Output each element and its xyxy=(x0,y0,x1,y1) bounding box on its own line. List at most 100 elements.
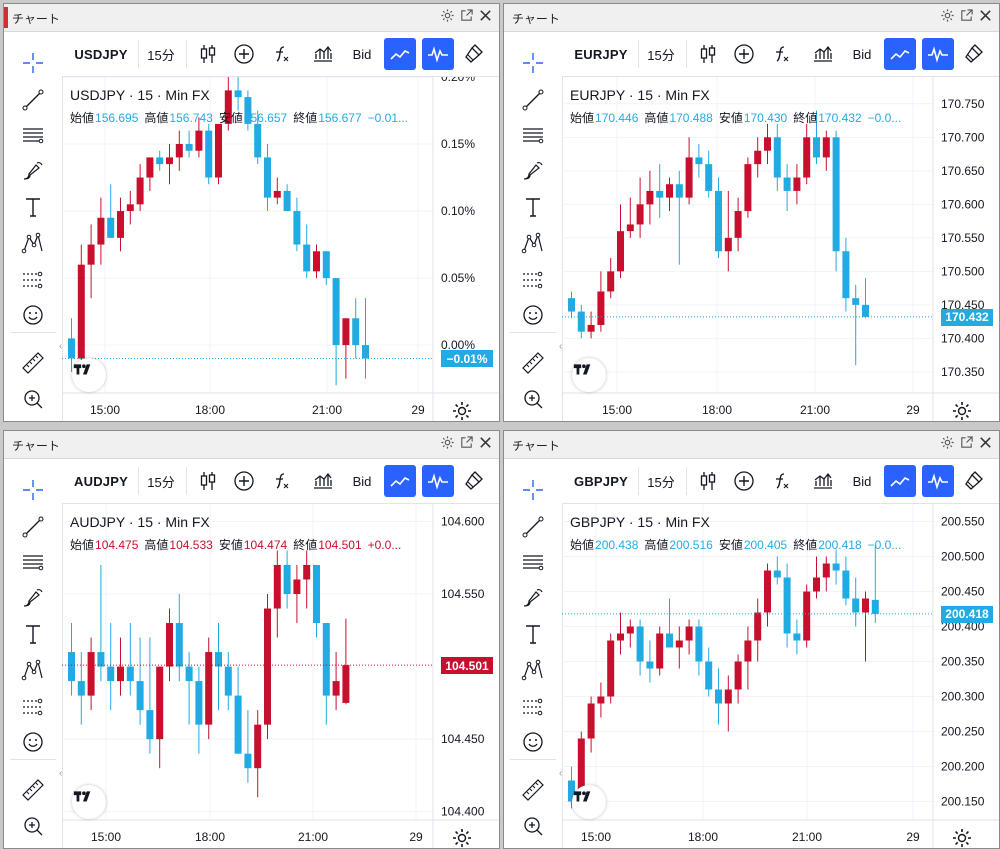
collapse-toolbar-arrow[interactable]: ‹ xyxy=(559,341,563,352)
gear-icon[interactable] xyxy=(440,435,455,452)
price-chart[interactable]: 104.400 104.450 104.550 104.600 15:00 18:00 21… xyxy=(62,504,499,849)
gear-icon[interactable] xyxy=(940,8,955,25)
chart-settings-gear-icon[interactable] xyxy=(950,826,976,848)
ruler-icon[interactable] xyxy=(18,348,48,378)
tradingview-logo[interactable] xyxy=(72,785,106,819)
templates-icon[interactable] xyxy=(307,465,339,497)
emoji-icon[interactable] xyxy=(18,300,48,330)
gear-icon[interactable] xyxy=(940,435,955,452)
ruler-icon[interactable] xyxy=(518,775,548,805)
collapse-toolbar-arrow[interactable]: ‹ xyxy=(59,341,63,352)
symbol-button[interactable]: EURJPY xyxy=(574,46,628,62)
templates-icon[interactable] xyxy=(807,465,839,497)
tradingview-logo[interactable] xyxy=(72,358,106,392)
gear-icon[interactable] xyxy=(440,8,455,25)
candle-style-icon[interactable] xyxy=(192,465,224,497)
fib-icon[interactable] xyxy=(18,120,48,150)
chart-settings-gear-icon[interactable] xyxy=(450,826,476,848)
compare-add-icon[interactable] xyxy=(228,465,260,497)
pulse-chart-toggle-icon[interactable] xyxy=(922,38,954,70)
crosshair-icon[interactable] xyxy=(518,475,548,505)
close-icon[interactable] xyxy=(478,435,493,452)
compare-add-icon[interactable] xyxy=(728,38,760,70)
price-chart[interactable]: 200.150 200.200 200.250 200.300 200.350 200.4… xyxy=(562,504,999,849)
brush-icon[interactable] xyxy=(18,156,48,186)
pattern-icon[interactable] xyxy=(518,655,548,685)
text-icon[interactable] xyxy=(18,619,48,649)
crosshair-icon[interactable] xyxy=(18,475,48,505)
pattern-icon[interactable] xyxy=(18,655,48,685)
forecast-icon[interactable] xyxy=(518,691,548,721)
price-chart[interactable]: 0.00% 0.05% 0.10% 0.15% 0.20% 15:00 18:00 21:00… xyxy=(62,77,499,422)
indicators-icon[interactable] xyxy=(264,465,296,497)
candle-style-icon[interactable] xyxy=(692,465,724,497)
text-icon[interactable] xyxy=(518,192,548,222)
symbol-button[interactable]: USDJPY xyxy=(74,46,128,62)
forecast-icon[interactable] xyxy=(18,264,48,294)
clear-drawings-icon[interactable] xyxy=(958,465,990,497)
timeframe-button[interactable]: 15分 xyxy=(647,47,675,63)
chart-area[interactable]: 104.400 104.450 104.550 104.600 15:00 18:00 21… xyxy=(59,504,499,849)
trend-line-icon[interactable] xyxy=(518,85,548,115)
popout-icon[interactable] xyxy=(959,435,974,452)
emoji-icon[interactable] xyxy=(518,300,548,330)
templates-icon[interactable] xyxy=(307,38,339,70)
timeframe-button[interactable]: 15分 xyxy=(647,474,675,490)
collapse-toolbar-arrow[interactable]: ‹ xyxy=(59,768,63,779)
fib-icon[interactable] xyxy=(518,120,548,150)
popout-icon[interactable] xyxy=(459,435,474,452)
zoom-in-icon[interactable] xyxy=(518,811,548,841)
price-type-button[interactable]: Bid xyxy=(352,473,372,489)
fib-icon[interactable] xyxy=(518,547,548,577)
forecast-icon[interactable] xyxy=(518,264,548,294)
tradingview-logo[interactable] xyxy=(572,785,606,819)
close-icon[interactable] xyxy=(478,8,493,25)
symbol-button[interactable]: GBPJPY xyxy=(574,473,628,489)
pattern-icon[interactable] xyxy=(18,228,48,258)
indicators-icon[interactable] xyxy=(264,38,296,70)
clear-drawings-icon[interactable] xyxy=(458,38,490,70)
timeframe-button[interactable]: 15分 xyxy=(147,47,175,63)
zoom-in-icon[interactable] xyxy=(518,384,548,414)
pulse-chart-toggle-icon[interactable] xyxy=(922,465,954,497)
candle-style-icon[interactable] xyxy=(692,38,724,70)
zoom-in-icon[interactable] xyxy=(18,384,48,414)
line-chart-toggle-icon[interactable] xyxy=(384,38,416,70)
emoji-icon[interactable] xyxy=(18,727,48,757)
zoom-in-icon[interactable] xyxy=(18,811,48,841)
close-icon[interactable] xyxy=(978,8,993,25)
price-type-button[interactable]: Bid xyxy=(852,473,872,489)
forecast-icon[interactable] xyxy=(18,691,48,721)
timeframe-button[interactable]: 15分 xyxy=(147,474,175,490)
clear-drawings-icon[interactable] xyxy=(458,465,490,497)
chart-area[interactable]: 170.350 170.400 170.450 170.500 170.550 170.6… xyxy=(559,77,999,422)
chart-area[interactable]: 0.00% 0.05% 0.10% 0.15% 0.20% 15:00 18:00 21:00… xyxy=(59,77,499,422)
trend-line-icon[interactable] xyxy=(518,512,548,542)
line-chart-toggle-icon[interactable] xyxy=(884,38,916,70)
price-chart[interactable]: 170.350 170.400 170.450 170.500 170.550 170.6… xyxy=(562,77,999,422)
pulse-chart-toggle-icon[interactable] xyxy=(422,465,454,497)
crosshair-icon[interactable] xyxy=(518,48,548,78)
price-type-button[interactable]: Bid xyxy=(352,46,372,62)
tradingview-logo[interactable] xyxy=(572,358,606,392)
trend-line-icon[interactable] xyxy=(18,85,48,115)
line-chart-toggle-icon[interactable] xyxy=(384,465,416,497)
trend-line-icon[interactable] xyxy=(18,512,48,542)
popout-icon[interactable] xyxy=(959,8,974,25)
crosshair-icon[interactable] xyxy=(18,48,48,78)
templates-icon[interactable] xyxy=(807,38,839,70)
text-icon[interactable] xyxy=(18,192,48,222)
ruler-icon[interactable] xyxy=(18,775,48,805)
popout-icon[interactable] xyxy=(459,8,474,25)
price-type-button[interactable]: Bid xyxy=(852,46,872,62)
pulse-chart-toggle-icon[interactable] xyxy=(422,38,454,70)
emoji-icon[interactable] xyxy=(518,727,548,757)
text-icon[interactable] xyxy=(518,619,548,649)
chart-area[interactable]: 200.150 200.200 200.250 200.300 200.350 200.4… xyxy=(559,504,999,849)
fib-icon[interactable] xyxy=(18,547,48,577)
brush-icon[interactable] xyxy=(518,583,548,613)
brush-icon[interactable] xyxy=(18,583,48,613)
clear-drawings-icon[interactable] xyxy=(958,38,990,70)
chart-settings-gear-icon[interactable] xyxy=(950,399,976,421)
pattern-icon[interactable] xyxy=(518,228,548,258)
